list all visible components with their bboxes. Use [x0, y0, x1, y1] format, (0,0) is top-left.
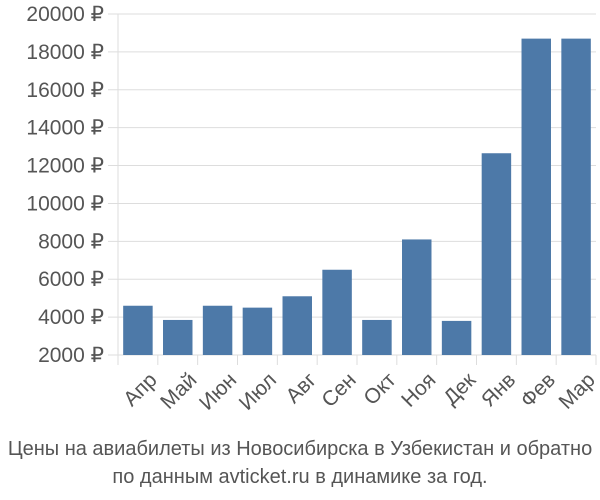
x-category-label: Авг	[281, 368, 321, 408]
x-category-label: Апр	[119, 368, 161, 410]
x-category-label: Окт	[359, 368, 401, 410]
bar	[561, 38, 591, 355]
y-tick-label: 18000 ₽	[26, 41, 104, 64]
bar	[202, 305, 233, 355]
y-tick-label: 2000 ₽	[38, 344, 104, 367]
y-tick-label: 16000 ₽	[26, 79, 104, 102]
bar	[242, 307, 273, 355]
grid-lines	[108, 13, 597, 365]
y-axis-tick-labels: 2000 ₽ 4000 ₽ 6000 ₽ 8000 ₽ 10000 ₽ 12000 ₽ 14…	[26, 3, 104, 367]
y-tick-label: 12000 ₽	[26, 155, 104, 178]
y-tick-label: 6000 ₽	[38, 268, 104, 291]
chart-caption: Цены на авиабилеты из Новосибирска в Узб…	[8, 438, 592, 488]
y-tick-label: 14000 ₽	[26, 117, 104, 140]
x-category-label: Июн	[195, 368, 241, 414]
bars	[123, 38, 591, 355]
y-tick-label: 4000 ₽	[38, 306, 104, 329]
caption-line-2: по данным avticket.ru в динамике за год.	[112, 466, 487, 488]
bar	[362, 319, 392, 355]
x-category-label: Ноя	[397, 368, 440, 411]
x-category-label: Мар	[554, 368, 599, 413]
bar	[123, 305, 153, 355]
x-category-label: Янв	[477, 368, 520, 411]
bar	[402, 239, 432, 355]
y-tick-label: 8000 ₽	[38, 230, 104, 253]
bar	[441, 320, 472, 355]
bar	[481, 153, 512, 355]
bar	[163, 319, 193, 355]
x-category-label: Сен	[317, 368, 360, 411]
y-tick-label: 10000 ₽	[26, 192, 104, 215]
caption-line-1: Цены на авиабилеты из Новосибирска в Узб…	[8, 438, 592, 460]
y-tick-label: 20000 ₽	[26, 3, 104, 26]
x-category-label: Фев	[516, 368, 560, 412]
bar	[322, 269, 352, 355]
bar	[521, 38, 551, 355]
bar	[282, 296, 312, 355]
x-category-label: Дек	[439, 368, 481, 410]
x-category-label: Май	[156, 368, 201, 413]
x-category-label: Июл	[235, 368, 281, 414]
